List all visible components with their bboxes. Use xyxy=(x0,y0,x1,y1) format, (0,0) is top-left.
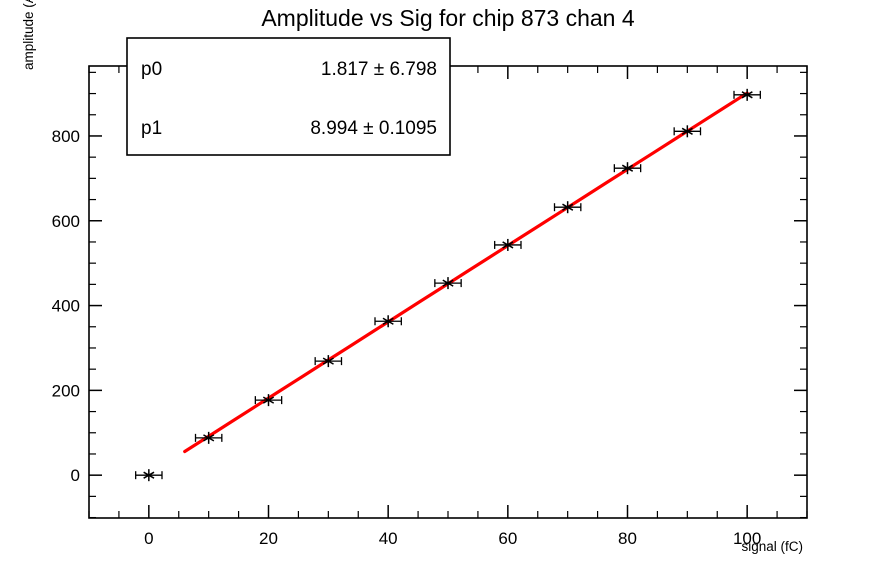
data-point xyxy=(553,201,582,214)
y-axis: 0 200 400 600 800 xyxy=(52,71,807,519)
data-point xyxy=(314,355,343,368)
data-point xyxy=(494,238,522,251)
x-tick-label: 0 xyxy=(144,529,153,548)
star-marker-ray xyxy=(382,317,394,325)
data-markers-group xyxy=(135,88,761,482)
stats-row-1-name: p1 xyxy=(141,118,162,139)
x-tick-label: 80 xyxy=(618,529,637,548)
y-tick-label: 600 xyxy=(52,212,80,231)
data-point xyxy=(613,162,642,175)
star-marker-ray xyxy=(621,164,634,172)
data-point xyxy=(434,277,462,290)
star-marker-ray xyxy=(203,434,215,442)
y-tick-label: 400 xyxy=(52,297,80,316)
y-axis-title: amplitude (ADC) xyxy=(21,0,36,70)
star-marker-ray xyxy=(262,396,275,404)
stats-row-0-name: p0 xyxy=(141,59,162,80)
star-marker-ray xyxy=(143,471,155,479)
stats-row-0-value: 1.817 ± 6.798 xyxy=(321,59,437,80)
star-marker-ray xyxy=(322,357,334,365)
x-tick-label: 60 xyxy=(498,529,517,548)
data-point xyxy=(374,315,402,328)
y-tick-label: 800 xyxy=(52,127,80,146)
x-tick-label: 40 xyxy=(379,529,398,548)
stats-box-frame xyxy=(126,37,451,156)
star-marker-ray xyxy=(442,279,454,287)
fit-line xyxy=(183,91,749,454)
star-marker-ray xyxy=(741,91,753,99)
data-point xyxy=(673,125,702,138)
stats-box: p0 1.817 ± 6.798 p1 8.994 ± 0.1095 xyxy=(126,37,451,156)
star-marker-ray xyxy=(681,127,693,135)
star-marker-ray xyxy=(502,241,514,249)
x-tick-label: 20 xyxy=(259,529,278,548)
y-tick-label: 200 xyxy=(52,381,80,400)
stats-row-1-value: 8.994 ± 0.1095 xyxy=(310,118,437,139)
chart-title: Amplitude vs Sig for chip 873 chan 4 xyxy=(261,5,635,31)
x-axis-title: signal (fC) xyxy=(741,539,803,554)
star-marker-ray xyxy=(562,203,574,211)
data-point xyxy=(194,431,223,444)
data-point xyxy=(135,469,163,482)
x-tick-label: 100 xyxy=(733,529,761,548)
data-point xyxy=(254,394,283,407)
fit-line-group xyxy=(183,91,749,454)
data-point xyxy=(733,88,761,101)
y-tick-label: 0 xyxy=(71,466,80,485)
